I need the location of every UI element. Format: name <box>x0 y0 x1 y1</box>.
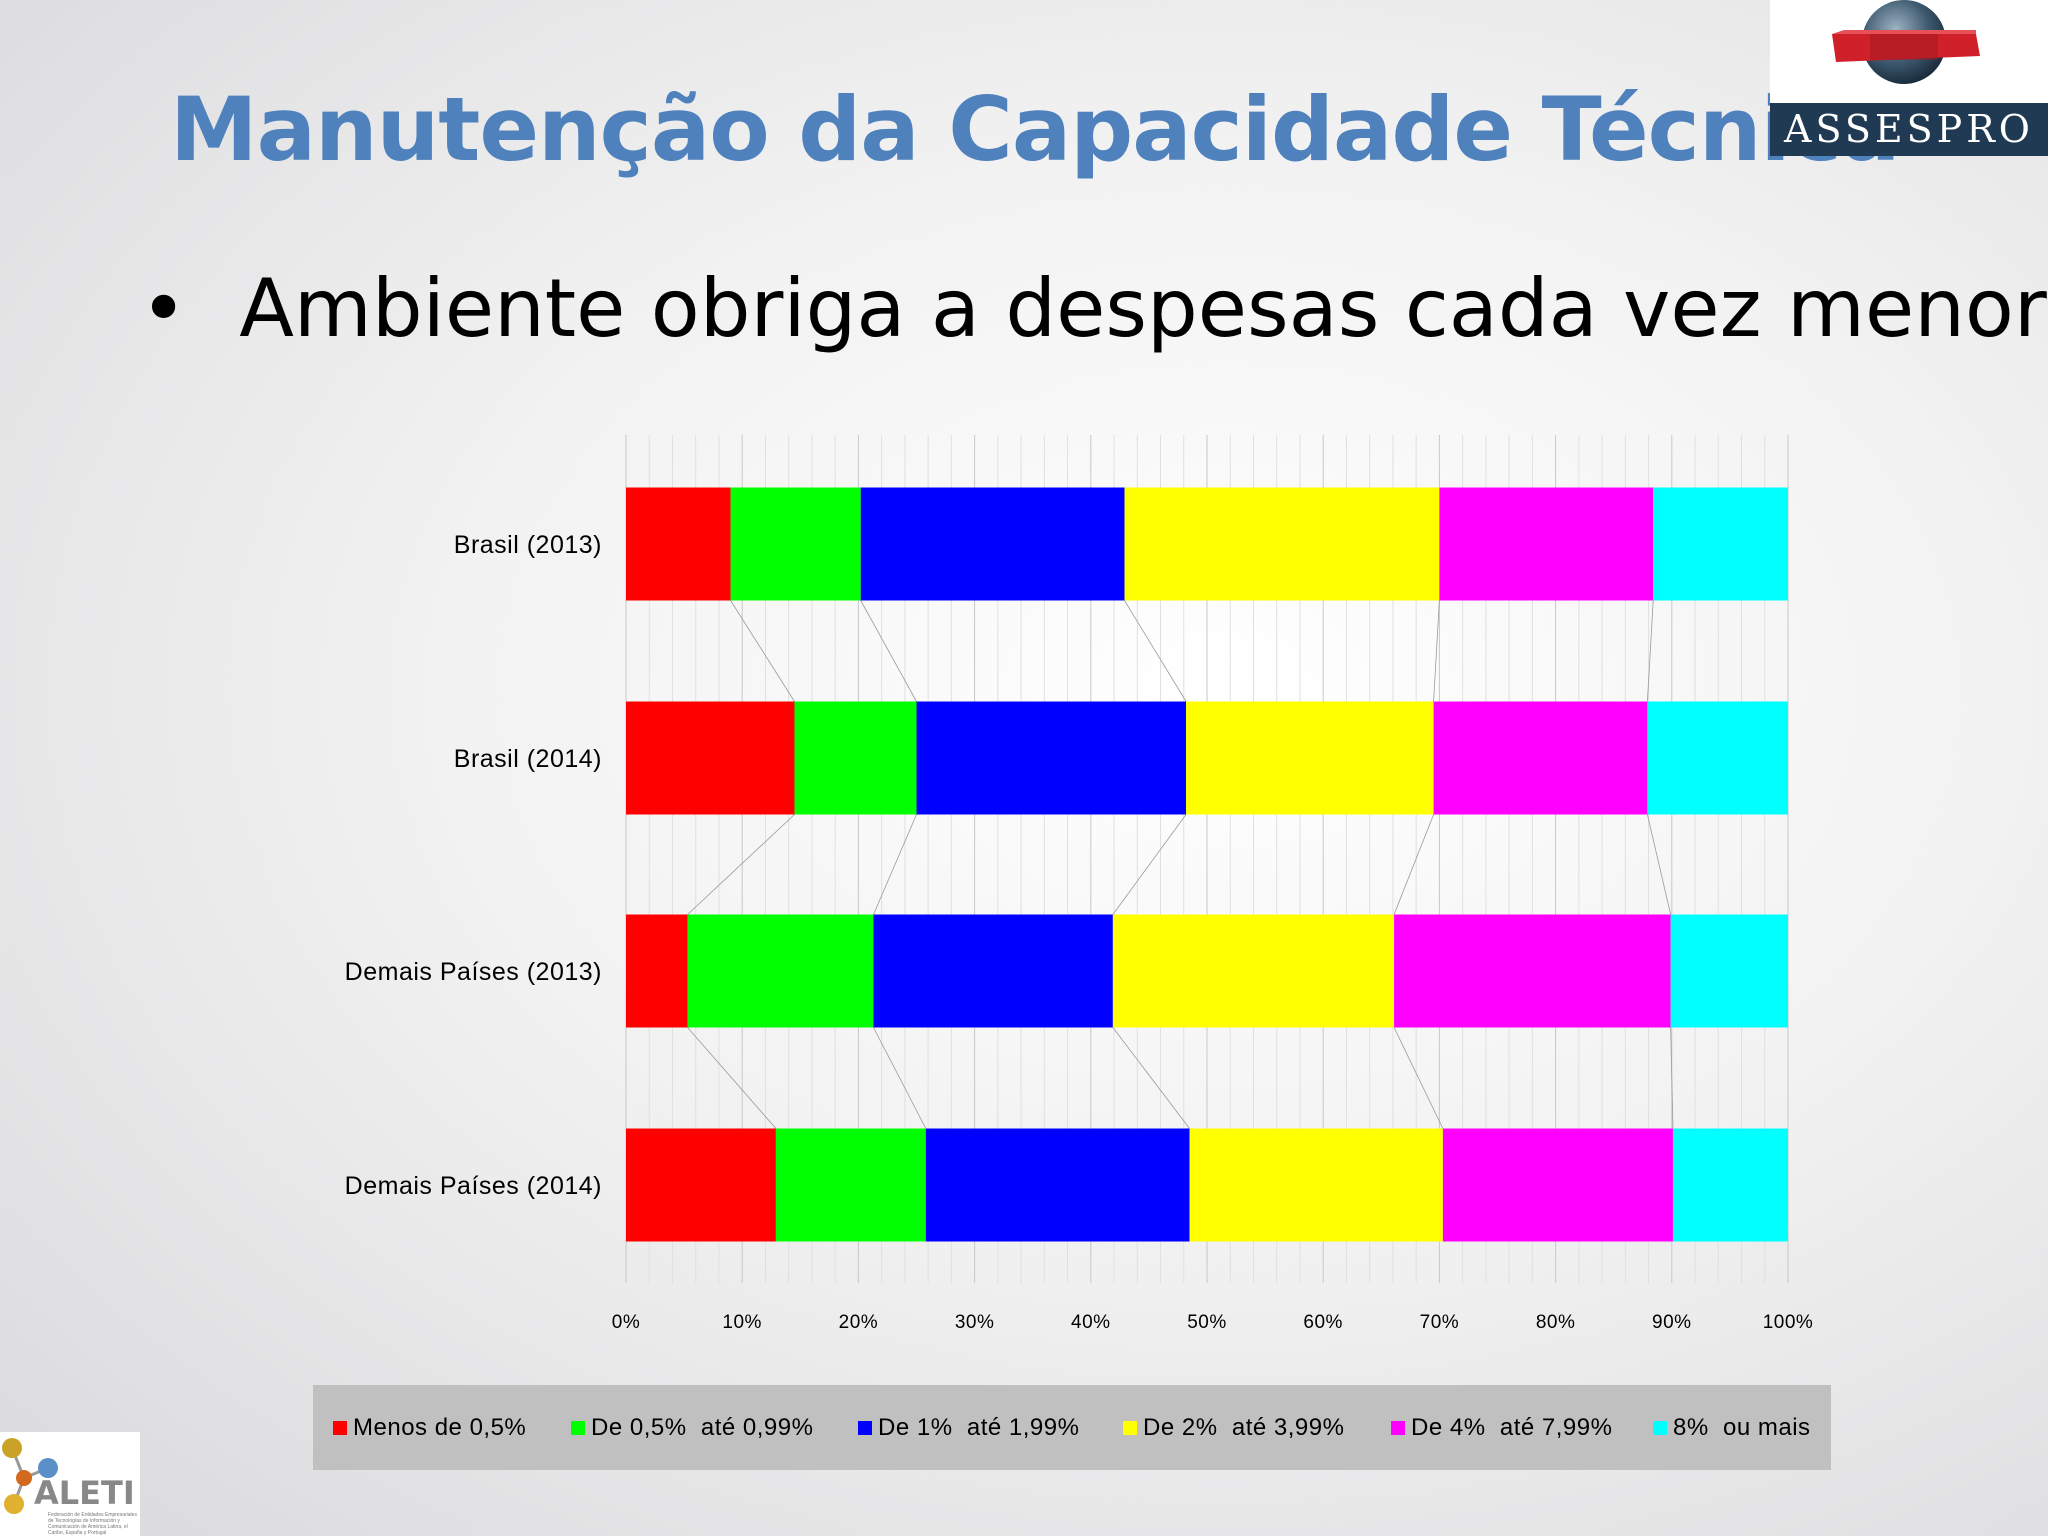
bar-segment <box>794 701 917 815</box>
chart-bars <box>626 487 1788 1242</box>
bar-segment <box>687 914 874 1028</box>
bar-segment <box>1672 1128 1788 1242</box>
aleti-wordmark: ALETI <box>34 1474 135 1512</box>
bullet-point: • Ambiente obriga a despesas cada vez men… <box>140 262 2048 355</box>
bar-segment <box>626 487 731 601</box>
x-tick-label: 20% <box>839 1312 879 1333</box>
legend-swatch <box>1123 1421 1137 1435</box>
legend-item: De 4% até 7,99% <box>1391 1414 1612 1442</box>
series-line <box>1393 1027 1444 1129</box>
bar-segment <box>1653 487 1788 601</box>
molecule-icon <box>2 1438 58 1514</box>
series-line <box>1112 1027 1190 1129</box>
series-line <box>1670 1027 1674 1129</box>
legend-swatch <box>571 1421 585 1435</box>
bar-segment <box>775 1128 926 1242</box>
chart-labels: Brasil (2013) Brasil (2014) Demais Países … <box>345 531 1814 1333</box>
category-label: Demais Países (2013) <box>345 958 602 986</box>
bar-segment <box>873 914 1113 1028</box>
legend-swatch <box>333 1421 347 1435</box>
legend-swatch <box>1653 1421 1667 1435</box>
x-tick-label: 80% <box>1536 1312 1576 1333</box>
series-line <box>1124 600 1187 702</box>
legend-label: 8% ou mais <box>1673 1414 1811 1441</box>
legend-item: 8% ou mais <box>1653 1414 1811 1442</box>
bullet-symbol: • <box>140 262 188 355</box>
series-line <box>1433 600 1440 702</box>
bar-segment <box>730 487 861 601</box>
legend-label: De 4% até 7,99% <box>1411 1414 1613 1441</box>
x-tick-label: 30% <box>955 1312 995 1333</box>
legend-swatch <box>1391 1421 1405 1435</box>
assespro-wordmark: ASSESPRO <box>1770 103 2048 156</box>
category-label: Brasil (2013) <box>454 531 602 559</box>
bar-segment <box>1670 914 1788 1028</box>
x-tick-label: 60% <box>1303 1312 1343 1333</box>
bar-segment <box>925 1128 1190 1242</box>
legend-label: Menos de 0,5% <box>353 1414 527 1441</box>
x-tick-label: 40% <box>1071 1312 1111 1333</box>
legend-label: De 0,5% até 0,99% <box>591 1414 814 1441</box>
series-line <box>687 814 795 915</box>
x-tick-label: 50% <box>1187 1312 1227 1333</box>
legend-item: De 0,5% até 0,99% <box>571 1414 813 1442</box>
bar-segment <box>1186 701 1434 815</box>
series-line <box>1647 814 1672 915</box>
aleti-logo: ALETI Federación de Entidades Empresaria… <box>0 1432 140 1536</box>
legend-item: De 1% até 1,99% <box>858 1414 1079 1442</box>
series-line <box>687 1027 777 1129</box>
bar-segment <box>1647 701 1788 815</box>
bar-segment <box>1442 1128 1673 1242</box>
globe-icon <box>1832 0 1980 84</box>
series-connector-lines <box>687 600 1674 1129</box>
bar-segment <box>626 1128 776 1242</box>
x-tick-label: 90% <box>1652 1312 1692 1333</box>
x-tick-label: 70% <box>1420 1312 1460 1333</box>
legend-swatch <box>858 1421 872 1435</box>
series-line <box>873 814 917 915</box>
bar-segment <box>1112 914 1395 1028</box>
chart-legend: Menos de 0,5% De 0,5% até 0,99% De 1% até … <box>313 1385 1831 1470</box>
legend-label: De 1% até 1,99% <box>878 1414 1080 1441</box>
assespro-logo: ASSESPRO <box>1770 0 2048 156</box>
bar-segment <box>860 487 1125 601</box>
bar-segment <box>626 914 688 1028</box>
bar-segment <box>1189 1128 1443 1242</box>
x-tick-label: 100% <box>1763 1312 1814 1333</box>
bar-segment <box>916 701 1187 815</box>
series-line <box>730 600 795 702</box>
series-line <box>860 600 917 702</box>
aleti-tagline: Federación de Entidades Empresariales de… <box>48 1512 137 1536</box>
x-tick-label: 10% <box>722 1312 762 1333</box>
bar-segment <box>1433 701 1648 815</box>
legend-item: Menos de 0,5% <box>333 1414 526 1442</box>
bullet-text: Ambiente obriga a despesas cada vez meno… <box>239 262 2048 355</box>
legend-item: De 2% até 3,99% <box>1123 1414 1344 1442</box>
bar-segment <box>1394 914 1671 1028</box>
category-label: Brasil (2014) <box>454 745 602 773</box>
category-label: Demais Países (2014) <box>345 1172 602 1200</box>
slide-title: Manutenção da Capacidade Técnica <box>170 78 1900 181</box>
bar-segment <box>626 701 795 815</box>
series-line <box>873 1027 927 1129</box>
series-line <box>1646 600 1654 702</box>
series-line <box>1112 814 1187 915</box>
x-tick-label: 0% <box>612 1312 640 1333</box>
bar-segment <box>1124 487 1440 601</box>
series-line <box>1393 814 1434 915</box>
bar-segment <box>1439 487 1654 601</box>
legend-label: De 2% até 3,99% <box>1143 1414 1345 1441</box>
